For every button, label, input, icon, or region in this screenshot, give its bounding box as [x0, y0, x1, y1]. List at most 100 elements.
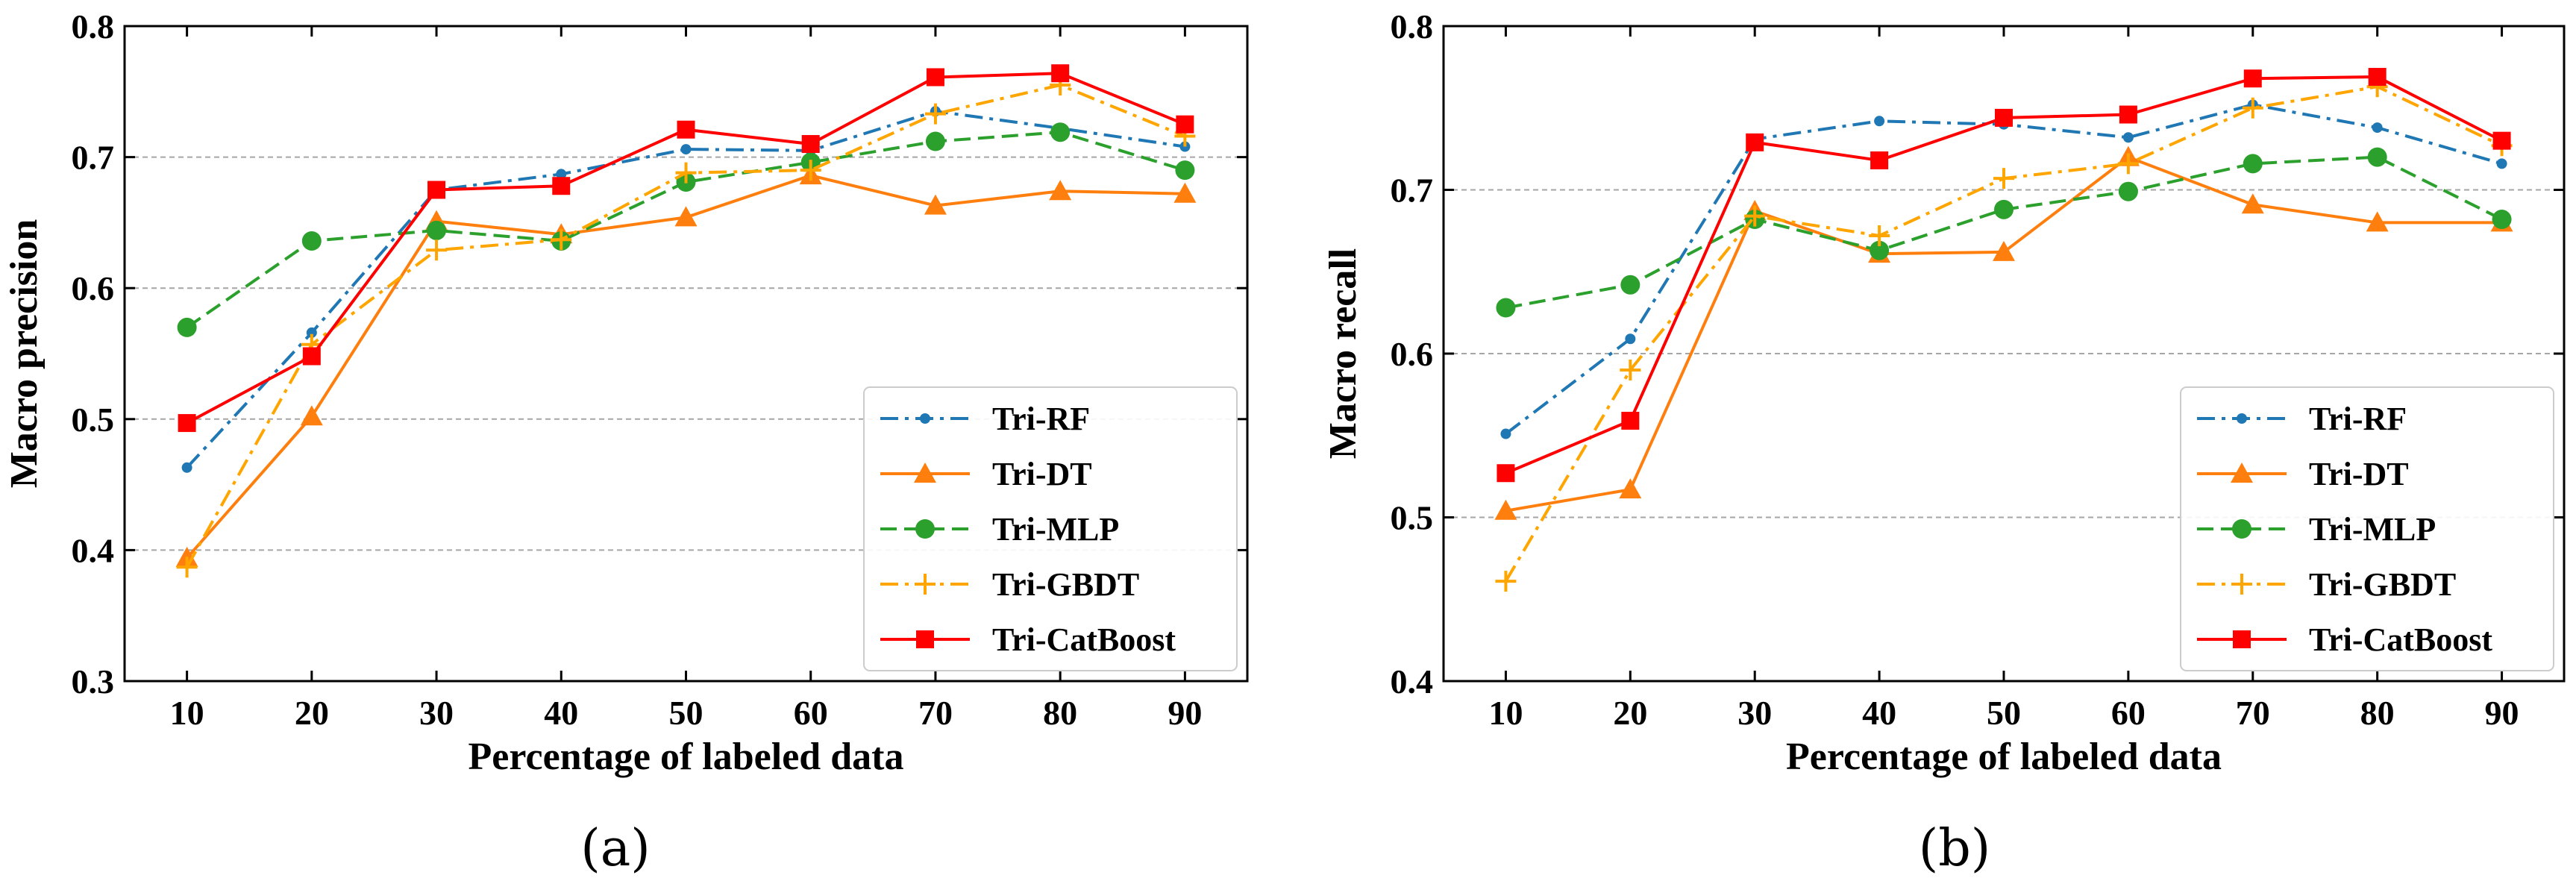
panel-b-data-point	[1993, 240, 2015, 261]
panel-b-series-line	[1505, 103, 2503, 436]
panel-b-series-tri-gbdt	[1495, 76, 2513, 592]
panel-a-data-point	[926, 68, 944, 87]
panel-b-chart: 0.4 0.5 0.6 0.7 0.8 10 20 30 40 50 60 70 80 90 Percent…	[1322, 7, 2566, 878]
panel-a-caption: (a)	[580, 819, 651, 878]
panel-b-x-axis-label: Percentage of labeled data	[1786, 736, 2222, 778]
panel-b-legend-marker	[2231, 574, 2252, 595]
panel-a-data-point	[925, 131, 945, 151]
panel-a-legend-marker	[914, 463, 936, 483]
panel-a-legend-label: Tri-RF	[992, 401, 1090, 437]
panel-a-data-point	[551, 229, 572, 251]
panel-b-x-tick-label: 50	[1987, 694, 2021, 732]
panel-b-data-point	[2122, 132, 2134, 143]
panel-b-data-point	[1994, 199, 2014, 219]
panel-b-data-point	[1870, 240, 1890, 260]
panel-a-data-point	[677, 120, 695, 139]
panel-a-series-tri-mlp	[177, 122, 1195, 337]
panel-b-data-point	[1869, 225, 1890, 246]
panel-b-data-point	[2366, 211, 2389, 232]
panel-a-data-point	[302, 347, 321, 366]
panel-b-x-tick-label: 90	[2485, 694, 2519, 732]
panel-b-legend-marker	[2232, 519, 2251, 539]
panel-a-data-point	[1051, 64, 1070, 83]
panel-b-legend-box	[2180, 386, 2554, 671]
panel-b-legend-label: Tri-CatBoost	[2309, 621, 2492, 658]
panel-b-y-tick-label: 0.4	[1391, 662, 1434, 700]
panel-b-data-point	[2492, 210, 2512, 230]
panel-b-data-point	[1625, 333, 1636, 345]
panel-a-legend-label: Tri-CatBoost	[992, 621, 1176, 658]
panel-b-legend-label: Tri-MLP	[2309, 511, 2436, 548]
panel-a-data-point	[556, 169, 567, 180]
panel-a-legend-box	[863, 386, 1238, 671]
panel-b-data-point	[1496, 298, 1516, 318]
panel-a-legend-marker	[920, 413, 930, 424]
panel-b-data-point	[2372, 122, 2383, 134]
panel-a-legend-marker	[916, 630, 934, 648]
panel-a-legend-marker	[915, 574, 936, 595]
panel-a-chart: 0.3 0.4 0.5 0.6 0.7 0.8 10 20 30 40 50 60 70 80 90 Perc…	[3, 7, 1249, 878]
panel-a-data-point	[552, 177, 571, 195]
panel-b-x-tick-label: 60	[2111, 694, 2146, 732]
panel-b-data-point	[1620, 359, 1641, 380]
panel-b-data-point	[1494, 499, 1517, 520]
panel-b-series-tri-dt	[1494, 145, 2513, 520]
panel-a-x-tick-label: 10	[170, 694, 204, 732]
panel-b-y-tick-label: 0.8	[1391, 7, 1434, 46]
panel-a-x-tick-label: 90	[1168, 694, 1202, 732]
panel-b-x-tick-label: 10	[1488, 694, 1523, 732]
panel-b-data-point	[1619, 478, 1642, 499]
panel-b-data-point	[2367, 147, 2387, 167]
panel-a-x-axis-label: Percentage of labeled data	[468, 736, 904, 778]
panel-a-y-tick-label: 0.6	[72, 269, 115, 307]
panel-b-data-point	[1497, 464, 1515, 483]
panel-a-data-point	[1175, 160, 1195, 181]
panel-b-x-tick-label: 20	[1613, 694, 1647, 732]
panel-b-y-tick-label: 0.5	[1391, 499, 1434, 537]
panel-b-data-point	[2241, 193, 2264, 214]
panel-b-data-point	[1620, 275, 1640, 295]
panel-a-legend-marker	[915, 519, 935, 539]
panel-a-data-point	[1179, 141, 1191, 152]
panel-a-data-point	[1176, 115, 1194, 134]
panel-a-x-tick-label: 50	[669, 694, 703, 732]
panel-a-legend-label: Tri-GBDT	[992, 566, 1139, 603]
panel-a-x-tick-label: 80	[1043, 694, 1077, 732]
panel-b-x-tick-label: 70	[2236, 694, 2270, 732]
panel-a-series-tri-gbdt	[176, 75, 1196, 578]
panel-b-data-point	[2492, 131, 2511, 150]
panel-a-data-point	[1050, 122, 1071, 142]
panel-a-data-point	[800, 160, 821, 181]
panel-a-x-tick-label: 40	[544, 694, 578, 732]
panel-b-data-point	[1995, 108, 2013, 127]
panel-b-data-point	[1495, 571, 1517, 592]
panel-b-data-point	[1500, 428, 1511, 439]
panel-a-data-point	[301, 231, 322, 251]
panel-b-data-point	[2368, 68, 2387, 87]
panel-a-data-point	[1173, 182, 1197, 203]
panel-a-legend-label: Tri-DT	[992, 456, 1092, 492]
panel-a-y-tick-label: 0.8	[72, 7, 115, 46]
panel-a-data-point	[181, 462, 192, 473]
panel-b-legend-marker	[2231, 463, 2253, 483]
panel-a-data-point	[680, 144, 692, 155]
panel-b-data-point	[2496, 158, 2507, 169]
panel-b-y-axis-label: Macro recall	[1322, 248, 1364, 460]
panel-a-series-line	[186, 110, 1185, 469]
panel-b-data-point	[2119, 105, 2137, 124]
panel-a-legend: Tri-RF Tri-DT Tri-MLP Tri-GBDT Tri-CatBoost	[863, 386, 1238, 671]
panel-b-data-point	[2243, 69, 2262, 88]
panel-b-x-tick-label: 40	[1862, 694, 1896, 732]
panel-a-data-point	[177, 317, 197, 337]
panel-a-data-point	[924, 194, 947, 215]
panel-b-data-point	[1621, 411, 1640, 430]
panel-b-y-tick-label: 0.7	[1391, 172, 1434, 210]
panel-a-data-point	[426, 239, 448, 261]
panel-b-data-point	[1744, 205, 1766, 227]
panel-a-data-point	[801, 135, 820, 154]
panel-a-y-tick-label: 0.3	[72, 662, 115, 700]
panel-a-legend-label: Tri-MLP	[992, 511, 1119, 548]
panel-b-data-point	[2243, 154, 2263, 174]
